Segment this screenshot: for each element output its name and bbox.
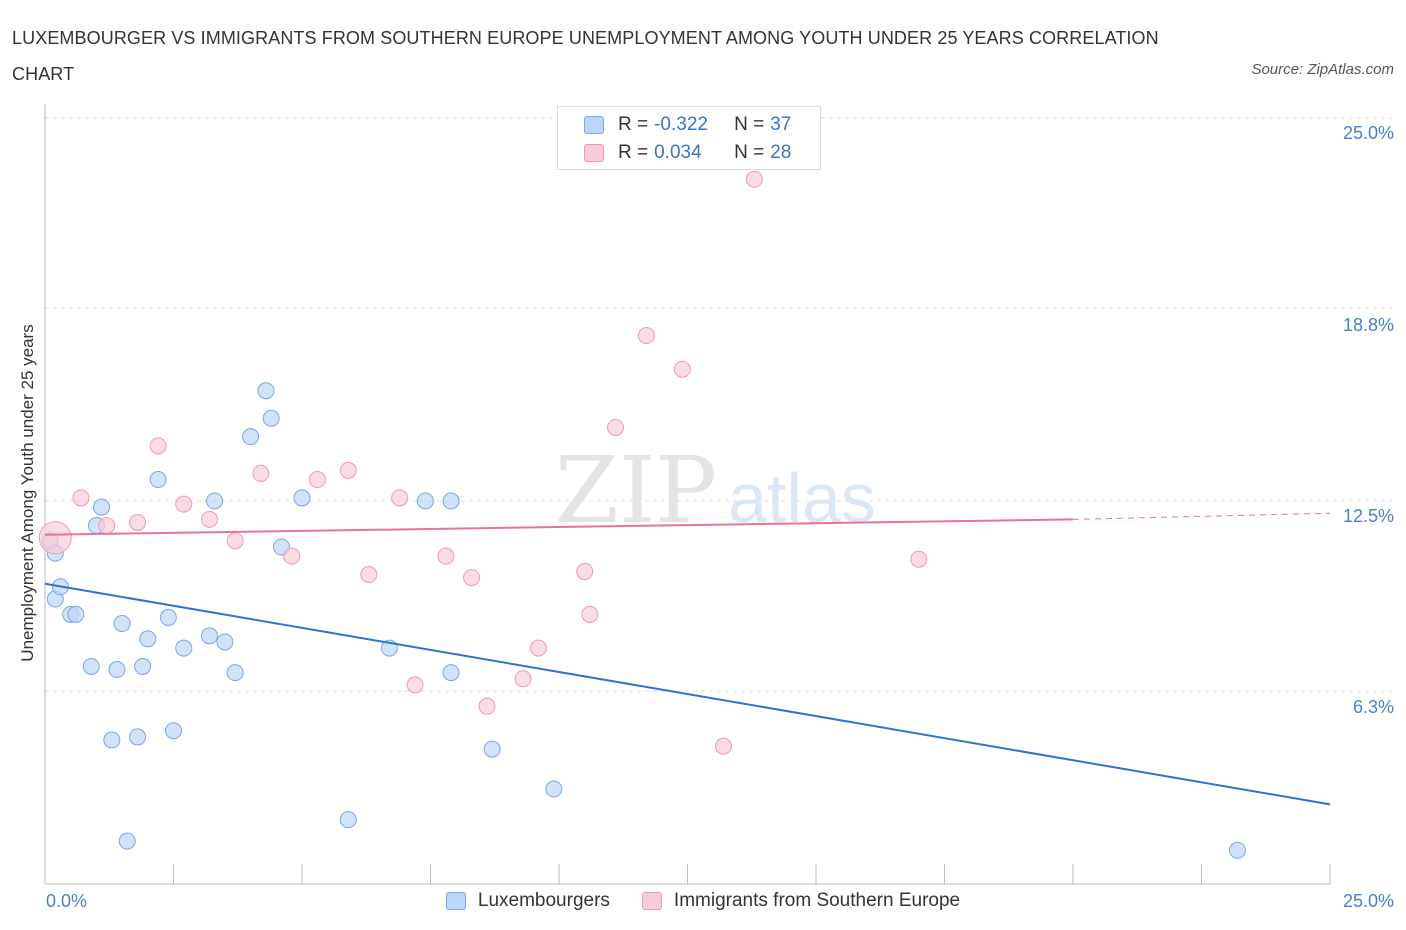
luxembourgers-point xyxy=(129,728,147,746)
source-label: Source: ZipAtlas.com xyxy=(1251,61,1394,78)
immigrants-point xyxy=(463,569,481,587)
immigrants-point xyxy=(129,513,147,531)
y-tick-label: 18.8% xyxy=(1342,315,1394,335)
luxembourgers-point xyxy=(118,832,136,850)
y-tick-label: 25.0% xyxy=(1342,123,1394,143)
luxembourgers-point xyxy=(93,498,111,516)
immigrants-point xyxy=(910,550,928,568)
luxembourgers-point xyxy=(483,740,501,758)
immigrants-point xyxy=(252,464,270,482)
luxembourgers-point xyxy=(242,428,260,446)
luxembourgers-point xyxy=(545,780,563,798)
immigrants-point xyxy=(514,670,532,688)
n-value: 37 xyxy=(770,114,792,135)
x-tick-label: 0.0% xyxy=(46,891,88,911)
watermark: ZIP atlas xyxy=(555,437,876,544)
luxembourgers-point xyxy=(82,657,100,675)
r-label: R = xyxy=(618,142,649,163)
immigrants-point xyxy=(283,547,301,565)
legend-row-luxembourgers: R = -0.322 N = 37 xyxy=(558,111,791,139)
immigrants-point xyxy=(72,489,90,507)
n-label: N = xyxy=(734,114,765,135)
luxembourgers-point xyxy=(200,627,218,645)
legend-label: Immigrants from Southern Europe xyxy=(673,890,961,911)
immigrants-point xyxy=(745,170,763,188)
y-tick-label: 12.5% xyxy=(1342,506,1394,526)
immigrants-point xyxy=(714,737,732,755)
correlation-legend: R = -0.322 N = 37 R = 0.034 N = 28 xyxy=(557,106,821,170)
gridlines xyxy=(45,117,1392,692)
trend-lines xyxy=(44,512,1331,806)
watermark-atlas: atlas xyxy=(728,459,876,537)
luxembourgers-point xyxy=(442,664,460,682)
pink-swatch xyxy=(641,892,662,910)
legend-item-luxembourgers[interactable]: Luxembourgers xyxy=(445,890,610,912)
legend-row-immigrants: R = 0.034 N = 28 xyxy=(558,139,791,167)
legend-label: Luxembourgers xyxy=(477,890,610,911)
axes xyxy=(44,104,1331,885)
immigrants-point xyxy=(406,676,424,694)
r-value: 0.034 xyxy=(654,142,702,163)
r-value: -0.322 xyxy=(654,114,708,135)
immigrants-point xyxy=(391,489,409,507)
immigrants-point xyxy=(339,461,357,479)
chart-title: LUXEMBOURGER VS IMMIGRANTS FROM SOUTHERN… xyxy=(12,28,1159,84)
series-legend: Luxembourgers Immigrants from Southern E… xyxy=(0,890,1406,912)
luxembourgers-trend-line xyxy=(44,582,1331,806)
r-label: R = xyxy=(618,114,649,135)
immigrants-point xyxy=(576,562,594,580)
luxembourgers-point xyxy=(113,615,131,633)
x-tick-label: 25.0% xyxy=(1342,891,1394,911)
luxembourgers-point xyxy=(293,489,311,507)
immigrants-point xyxy=(478,697,496,715)
luxembourgers-point xyxy=(175,639,193,657)
immigrants-point xyxy=(607,418,625,436)
immigrants-point xyxy=(38,521,72,555)
luxembourgers-point xyxy=(339,811,357,829)
luxembourgers-point xyxy=(103,731,121,749)
immigrants-point xyxy=(226,532,244,550)
series-luxembourgers xyxy=(41,382,1246,859)
legend-item-immigrants[interactable]: Immigrants from Southern Europe xyxy=(641,890,961,912)
luxembourgers-point xyxy=(149,471,167,489)
blue-swatch xyxy=(445,892,466,910)
immigrants-point xyxy=(673,360,691,378)
immigrants-point xyxy=(200,510,218,528)
immigrants-point xyxy=(529,639,547,657)
luxembourgers-point xyxy=(206,492,224,510)
immigrants-point xyxy=(175,495,193,513)
immigrants-point xyxy=(581,605,599,623)
immigrants-trend-extension xyxy=(1072,512,1331,520)
luxembourgers-point xyxy=(257,382,275,400)
luxembourgers-point xyxy=(1228,841,1246,859)
luxembourgers-point xyxy=(159,608,177,626)
immigrants-point xyxy=(637,327,655,345)
n-label: N = xyxy=(734,142,765,163)
immigrants-trend-line xyxy=(44,518,1074,536)
n-value: 28 xyxy=(770,142,792,163)
luxembourgers-point xyxy=(416,492,434,510)
immigrants-point xyxy=(149,437,167,455)
luxembourgers-point xyxy=(442,492,460,510)
y-tick-label: 6.3% xyxy=(1352,697,1394,717)
luxembourgers-point xyxy=(67,605,85,623)
pink-swatch xyxy=(584,144,604,162)
luxembourgers-point xyxy=(165,722,182,740)
y-axis-label: Unemployment Among Youth under 25 years xyxy=(18,324,37,662)
immigrants-point xyxy=(98,517,116,535)
luxembourgers-point xyxy=(139,630,157,648)
blue-swatch xyxy=(584,116,604,134)
watermark-zip: ZIP xyxy=(555,437,717,544)
luxembourgers-point xyxy=(216,633,234,651)
luxembourgers-point xyxy=(226,664,244,682)
immigrants-point xyxy=(437,547,455,565)
immigrants-point xyxy=(308,471,326,489)
luxembourgers-point xyxy=(262,409,280,427)
luxembourgers-point xyxy=(134,657,152,675)
series-immigrants xyxy=(38,170,928,755)
luxembourgers-point xyxy=(108,661,126,679)
immigrants-point xyxy=(360,566,378,584)
